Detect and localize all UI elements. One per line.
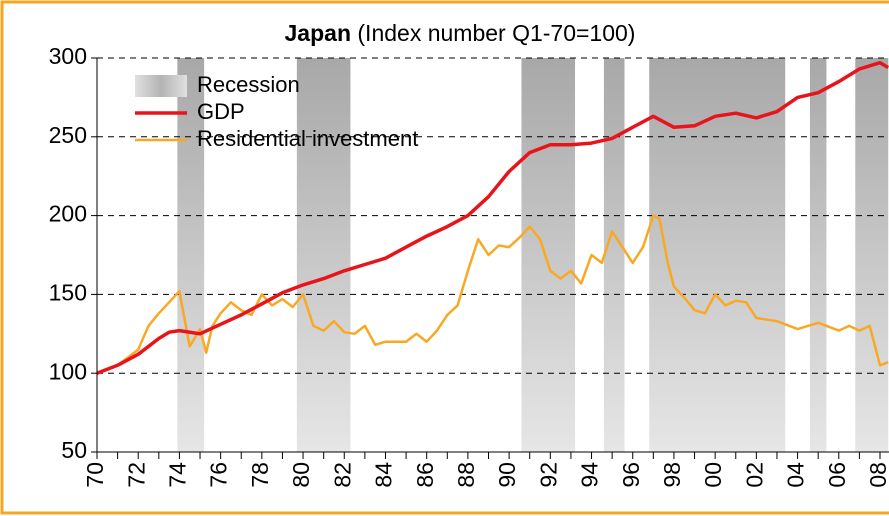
x-tick-label: 02 (741, 462, 767, 488)
title-main: Japan (285, 20, 351, 46)
legend-label: Residential investment (197, 126, 418, 151)
recession-band (855, 58, 889, 452)
y-tick-label: 150 (49, 279, 87, 305)
x-tick-label: 70 (82, 462, 108, 488)
legend-swatch (135, 75, 187, 97)
x-tick-label: 98 (659, 462, 685, 488)
recession-band (177, 58, 205, 452)
x-tick-label: 76 (206, 462, 232, 488)
x-tick-label: 86 (412, 462, 438, 488)
x-tick-label: 80 (288, 462, 314, 488)
x-tick-label: 82 (329, 462, 355, 488)
x-tick-label: 90 (494, 462, 520, 488)
legend-label: GDP (197, 99, 245, 124)
x-tick-label: 78 (247, 462, 273, 488)
x-tick-label: 94 (577, 462, 603, 488)
y-tick-label: 200 (49, 201, 87, 227)
y-tick-label: 100 (49, 358, 87, 384)
x-tick-label: 96 (618, 462, 644, 488)
x-tick-label: 08 (865, 462, 889, 488)
x-tick-label: 04 (783, 462, 809, 488)
y-tick-label: 300 (49, 43, 87, 69)
recession-band (649, 58, 786, 452)
x-tick-label: 74 (164, 462, 190, 488)
recession-band (296, 58, 351, 452)
legend-label: Recession (197, 72, 300, 97)
recession-band (603, 58, 625, 452)
recession-band (521, 58, 576, 452)
x-tick-label: 00 (700, 462, 726, 488)
x-tick-label: 88 (453, 462, 479, 488)
recession-band (809, 58, 827, 452)
x-tick-label: 92 (535, 462, 561, 488)
series-line (96, 60, 889, 375)
y-tick-label: 50 (61, 437, 87, 463)
title-sub: (Index number Q1-70=100) (357, 20, 635, 46)
y-tick-label: 250 (49, 122, 87, 148)
series-line (96, 214, 889, 375)
chart-title: Japan (Index number Q1-70=100) (285, 20, 636, 46)
x-tick-label: 06 (824, 462, 850, 488)
x-tick-label: 72 (123, 462, 149, 488)
x-tick-label: 84 (371, 462, 397, 488)
